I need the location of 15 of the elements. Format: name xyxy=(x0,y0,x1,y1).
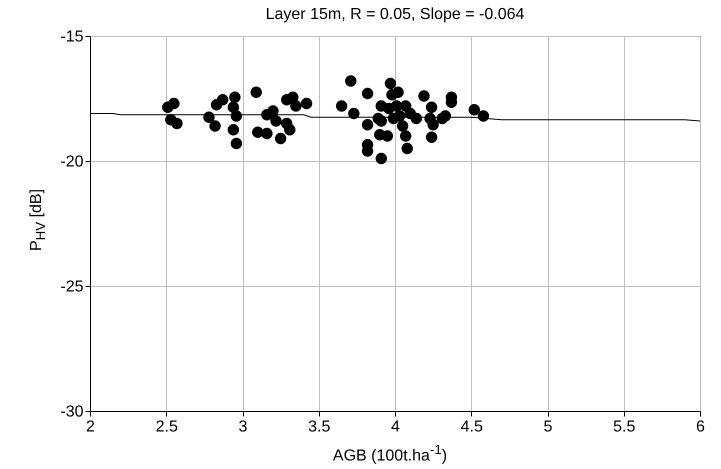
x-tick-label: 3 xyxy=(238,418,248,436)
y-tick-label: -20 xyxy=(60,154,84,170)
x-tick-label: 4 xyxy=(391,418,400,436)
x-tick-label: 2 xyxy=(86,418,96,436)
x-tick-label: 4.5 xyxy=(460,418,483,436)
x-tick-label: 5 xyxy=(544,418,553,436)
x-tick-label: 5.5 xyxy=(613,418,636,436)
y-tick-label: -15 xyxy=(60,28,84,46)
y-tick-label: -30 xyxy=(60,404,84,420)
y-tick-label: -25 xyxy=(60,278,84,296)
x-axis-title: AGB (100t.ha$^{-1}$) xyxy=(332,442,448,466)
x-tick-label: 3.5 xyxy=(308,418,330,436)
x-tick-label: 6 xyxy=(696,418,706,436)
x-tick-label: 2.5 xyxy=(156,418,178,436)
chart-title: Layer 15m, R = 0.05, Slope = -0.064 xyxy=(266,6,525,23)
